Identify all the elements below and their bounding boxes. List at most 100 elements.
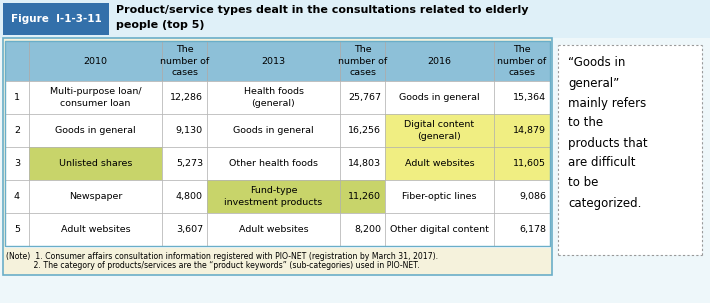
Text: 2016: 2016 (427, 56, 452, 65)
Text: Goods in general: Goods in general (55, 126, 136, 135)
Bar (207, 180, 340, 213)
Text: Other digital content: Other digital content (390, 225, 489, 234)
Text: 16,256: 16,256 (348, 126, 381, 135)
Text: Adult websites: Adult websites (405, 159, 474, 168)
Bar (29, 180, 162, 213)
Bar (162, 41, 207, 81)
Bar (207, 114, 340, 147)
Bar (29, 213, 162, 246)
Text: Multi-purpose loan/
consumer loan: Multi-purpose loan/ consumer loan (50, 88, 141, 108)
Bar (340, 180, 385, 213)
Text: 6,178: 6,178 (519, 225, 546, 234)
Text: are difficult: are difficult (568, 157, 635, 169)
Text: Other health foods: Other health foods (229, 159, 318, 168)
Text: 5,273: 5,273 (176, 159, 203, 168)
Bar (29, 147, 162, 180)
Text: Figure  I-1-3-11: Figure I-1-3-11 (11, 14, 102, 24)
Text: 2013: 2013 (261, 56, 285, 65)
Text: general”: general” (568, 76, 619, 89)
Text: (Note)  1. Consumer affairs consultation information registered with PIO-NET (re: (Note) 1. Consumer affairs consultation … (6, 252, 438, 261)
Bar (5, 114, 29, 147)
Text: Fiber-optic lines: Fiber-optic lines (403, 192, 476, 201)
Text: 1: 1 (14, 93, 20, 102)
Bar (207, 41, 340, 81)
Text: 12,286: 12,286 (170, 93, 203, 102)
Bar (385, 147, 494, 180)
Bar (207, 81, 340, 114)
Bar (29, 41, 162, 81)
Text: The
number of
cases: The number of cases (160, 45, 209, 77)
Text: Adult websites: Adult websites (60, 225, 131, 234)
Text: Fund-type
investment products: Fund-type investment products (224, 186, 322, 207)
Bar (558, 45, 702, 255)
Bar (340, 114, 385, 147)
Bar (162, 213, 207, 246)
Text: 9,086: 9,086 (519, 192, 546, 201)
Text: The
number of
cases: The number of cases (338, 45, 387, 77)
Bar (494, 213, 550, 246)
Bar (385, 41, 494, 81)
Bar (494, 147, 550, 180)
Text: 2010: 2010 (84, 56, 107, 65)
Bar (0, 0, 710, 38)
Text: “Goods in: “Goods in (568, 56, 626, 69)
Bar (385, 81, 494, 114)
Bar (5, 213, 29, 246)
Bar (340, 41, 385, 81)
Text: 2. The category of products/services are the “product keywords” (sub-categories): 2. The category of products/services are… (6, 261, 420, 270)
Bar (340, 147, 385, 180)
Text: Product/service types dealt in the consultations related to elderly: Product/service types dealt in the consu… (116, 5, 528, 15)
Bar (5, 180, 29, 213)
Bar (3, 38, 552, 275)
Text: products that: products that (568, 136, 648, 149)
Text: 9,130: 9,130 (176, 126, 203, 135)
Text: 4: 4 (14, 192, 20, 201)
Text: Goods in general: Goods in general (233, 126, 314, 135)
Bar (162, 180, 207, 213)
Bar (385, 213, 494, 246)
Bar (207, 213, 340, 246)
Text: 8,200: 8,200 (354, 225, 381, 234)
Bar (340, 81, 385, 114)
Text: 25,767: 25,767 (348, 93, 381, 102)
Text: 14,803: 14,803 (348, 159, 381, 168)
Text: 11,605: 11,605 (513, 159, 546, 168)
Text: Unlisted shares: Unlisted shares (59, 159, 132, 168)
Bar (3, 3, 109, 35)
Bar (494, 114, 550, 147)
Text: 4,800: 4,800 (176, 192, 203, 201)
Text: The
number of
cases: The number of cases (498, 45, 547, 77)
Text: 15,364: 15,364 (513, 93, 546, 102)
Text: 5: 5 (14, 225, 20, 234)
Text: 3,607: 3,607 (176, 225, 203, 234)
Bar (5, 41, 29, 81)
Bar (29, 114, 162, 147)
Bar (385, 114, 494, 147)
Bar (29, 81, 162, 114)
Text: categorized.: categorized. (568, 197, 641, 209)
Bar (162, 81, 207, 114)
Bar (207, 147, 340, 180)
Bar (385, 180, 494, 213)
Text: 11,260: 11,260 (348, 192, 381, 201)
Bar (494, 180, 550, 213)
Text: mainly refers: mainly refers (568, 96, 646, 109)
Text: people (top 5): people (top 5) (116, 20, 204, 30)
Text: Newspaper: Newspaper (69, 192, 122, 201)
Text: 14,879: 14,879 (513, 126, 546, 135)
Bar (162, 114, 207, 147)
Bar (162, 147, 207, 180)
Text: 3: 3 (14, 159, 20, 168)
Text: Health foods
(general): Health foods (general) (244, 88, 303, 108)
Bar (340, 213, 385, 246)
Bar (494, 41, 550, 81)
Bar (5, 147, 29, 180)
Text: to be: to be (568, 177, 599, 189)
Bar (5, 41, 550, 248)
Bar (5, 81, 29, 114)
Text: Goods in general: Goods in general (399, 93, 480, 102)
Text: Digital content
(general): Digital content (general) (405, 121, 474, 141)
Bar (494, 81, 550, 114)
Bar (5, 41, 550, 246)
Text: to the: to the (568, 116, 603, 129)
